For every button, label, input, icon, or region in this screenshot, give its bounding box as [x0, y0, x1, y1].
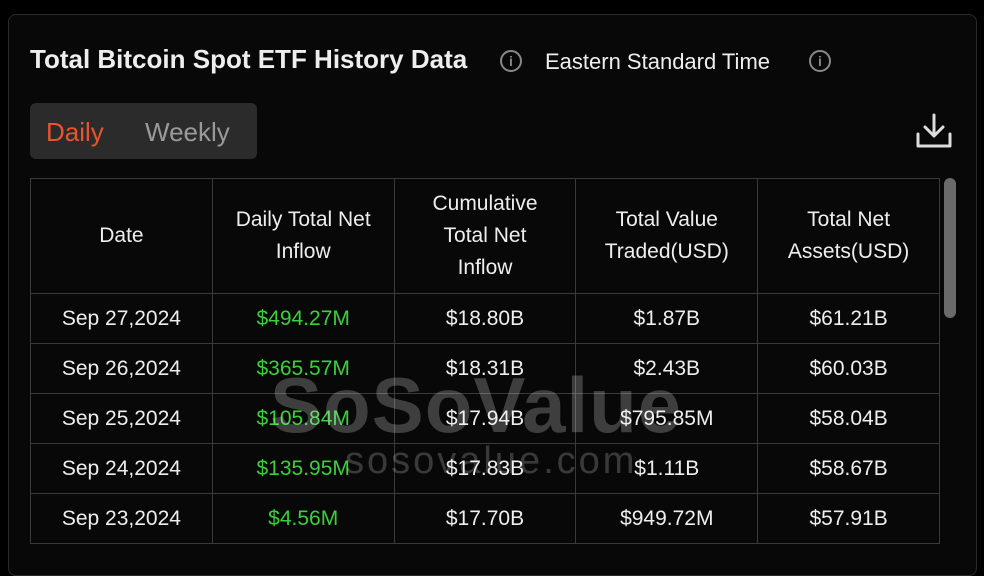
- timezone: Eastern Standard Time: [545, 49, 771, 74]
- page: Total Bitcoin Spot ETF History Data i Ea…: [8, 14, 977, 576]
- value-cell: $4.56M: [211, 493, 395, 544]
- value-cell: $61.21B: [757, 293, 940, 344]
- column-header: Total Value Traded(USD): [575, 178, 759, 294]
- date-cell: Sep 24,2024: [30, 443, 213, 494]
- value-cell: $949.72M: [575, 493, 759, 544]
- date-cell: Sep 26,2024: [30, 343, 213, 394]
- table-row: Sep 27,2024 $494.27M $18.80B $1.87B $61.21B: [30, 293, 940, 344]
- download-icon[interactable]: [914, 112, 954, 150]
- tab[interactable]: Daily: [46, 117, 104, 147]
- value-cell: $795.85M: [575, 393, 759, 444]
- value-cell: $18.31B: [393, 343, 577, 394]
- value-cell: $105.84M: [211, 393, 395, 444]
- value-cell: $17.83B: [393, 443, 577, 494]
- date-cell: Sep 25,2024: [30, 393, 213, 444]
- info-icon[interactable]: i: [809, 50, 831, 72]
- value-cell: $60.03B: [757, 343, 940, 394]
- date-cell: Sep 27,2024: [30, 293, 213, 344]
- column-header: Daily Total Net Inflow: [211, 178, 395, 294]
- scrollbar[interactable]: [944, 178, 956, 318]
- tab-group: Daily Weekly: [30, 103, 257, 159]
- value-cell: $2.43B: [575, 343, 759, 394]
- value-cell: $17.94B: [393, 393, 577, 444]
- tab[interactable]: Weekly: [145, 117, 230, 147]
- value-cell: $17.70B: [393, 493, 577, 544]
- header-row: Date Daily Total Net Inflow Cumulative Tot…: [30, 178, 940, 294]
- date-cell: Sep 23,2024: [30, 493, 213, 544]
- title: Total Bitcoin Spot ETF History Data: [30, 44, 468, 74]
- column-header: Cumulative Total Net Inflow: [393, 178, 577, 294]
- table-row: Sep 26,2024 $365.57M $18.31B $2.43B $60.03B: [30, 343, 940, 394]
- column-header: Total Net Assets(USD): [757, 178, 940, 294]
- table-row: Sep 24,2024 $135.95M $17.83B $1.11B $58.67B: [30, 443, 940, 494]
- value-cell: $57.91B: [757, 493, 940, 544]
- value-cell: $135.95M: [211, 443, 395, 494]
- value-cell: $58.67B: [757, 443, 940, 494]
- info-icon[interactable]: i: [500, 50, 522, 72]
- data-table: Date Daily Total Net Inflow Cumulative Tot…: [30, 178, 940, 544]
- value-cell: $494.27M: [211, 293, 395, 344]
- value-cell: $58.04B: [757, 393, 940, 444]
- value-cell: $18.80B: [393, 293, 577, 344]
- table-row: Sep 25,2024 $105.84M $17.94B $795.85M $58.04…: [30, 393, 940, 444]
- value-cell: $365.57M: [211, 343, 395, 394]
- value-cell: $1.87B: [575, 293, 759, 344]
- table-row: Sep 23,2024 $4.56M $17.70B $949.72M $57.91B: [30, 493, 940, 544]
- column-header: Date: [30, 178, 213, 294]
- value-cell: $1.11B: [575, 443, 759, 494]
